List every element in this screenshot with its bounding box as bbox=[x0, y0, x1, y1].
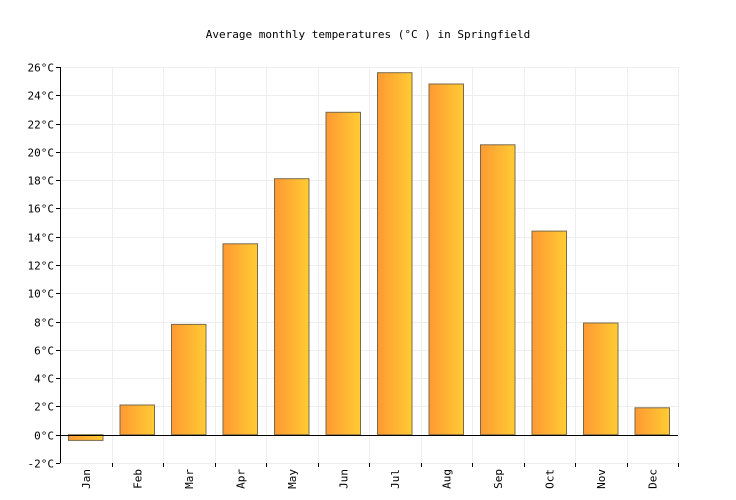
chart-title: Average monthly temperatures (°C ) in Sp… bbox=[206, 28, 531, 41]
bar-aug bbox=[428, 83, 464, 436]
x-tick-label: Oct bbox=[543, 469, 556, 489]
x-tick-label: Jun bbox=[337, 469, 350, 489]
x-tick-label: Nov bbox=[595, 469, 608, 489]
x-tick-label: Jul bbox=[389, 469, 402, 489]
y-tick-label: 14°C bbox=[28, 232, 55, 245]
grid-lines bbox=[60, 67, 679, 464]
y-tick-label: 20°C bbox=[28, 147, 55, 160]
bar-may bbox=[274, 178, 310, 436]
bar-mar bbox=[171, 323, 207, 436]
x-tick-label: May bbox=[286, 469, 299, 489]
y-tick-label: 24°C bbox=[28, 90, 55, 103]
y-tick-label: 0°C bbox=[34, 430, 54, 443]
y-tick-label: 2°C bbox=[34, 401, 54, 414]
y-tick-label: 26°C bbox=[28, 62, 55, 75]
axes bbox=[56, 67, 679, 467]
y-tick-label: 8°C bbox=[34, 317, 54, 330]
bar-nov bbox=[583, 322, 619, 436]
bar-apr bbox=[222, 243, 258, 436]
bar-sep bbox=[480, 144, 516, 436]
x-tick-label: Dec bbox=[646, 469, 659, 489]
y-tick-label: 12°C bbox=[28, 260, 55, 273]
bar-jun bbox=[325, 111, 361, 436]
bar-oct bbox=[531, 230, 567, 436]
bar-dec bbox=[634, 407, 670, 436]
y-tick-label: 4°C bbox=[34, 373, 54, 386]
tick-labels: -2°C 0°C 2°C 4°C 6°C 8°C 10°C 12°C 14°C 16°C 18°C 2… bbox=[28, 62, 660, 489]
x-tick-label: Sep bbox=[492, 469, 505, 489]
x-tick-label: Apr bbox=[234, 469, 247, 489]
x-tick-label: Feb bbox=[131, 469, 144, 489]
y-tick-label: 10°C bbox=[28, 288, 55, 301]
x-tick-label: Mar bbox=[183, 469, 196, 489]
bars bbox=[68, 72, 670, 441]
bar-jul bbox=[377, 72, 413, 436]
y-tick-label: 6°C bbox=[34, 345, 54, 358]
y-tick-label: 18°C bbox=[28, 175, 55, 188]
bar-feb bbox=[119, 404, 155, 436]
bar-jan bbox=[68, 434, 104, 441]
x-tick-label: Aug bbox=[440, 469, 453, 489]
y-tick-label: 22°C bbox=[28, 119, 55, 132]
x-tick-label: Jan bbox=[80, 469, 93, 489]
y-tick-label: 16°C bbox=[28, 203, 55, 216]
y-tick-label: -2°C bbox=[28, 458, 55, 471]
